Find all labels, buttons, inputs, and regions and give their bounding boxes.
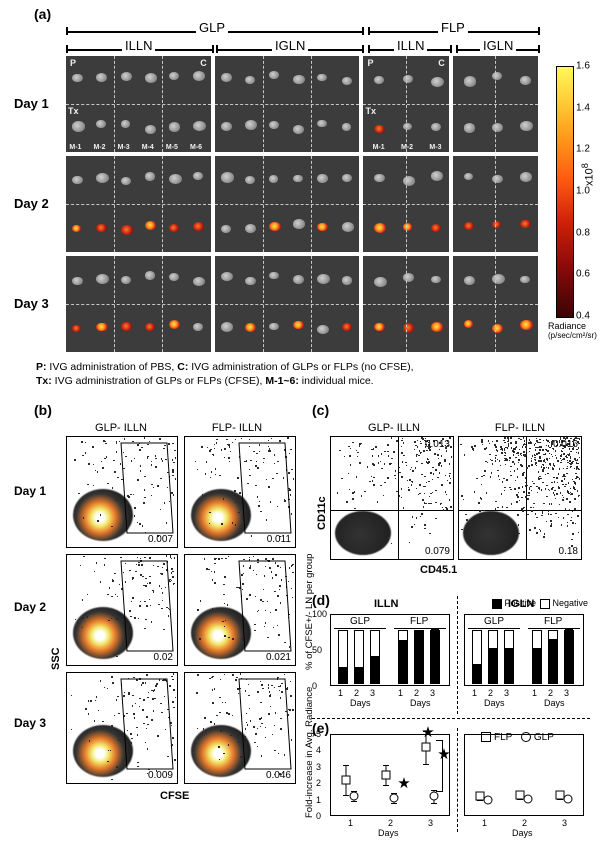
panel-c-label: (c): [312, 402, 329, 418]
e-point: [390, 793, 399, 802]
hdr-glp: GLP: [196, 20, 228, 35]
figure-page: (a) GLP FLP ILLN IGLN ILLN: [0, 0, 612, 861]
a-image-cell: [453, 256, 538, 352]
d-bar: [354, 630, 364, 684]
a-image-cell: [66, 256, 211, 352]
panel-a-label: (a): [34, 6, 51, 22]
b-day2: Day 2: [14, 600, 46, 614]
c-hdr-flp: FLP- ILLN: [460, 422, 580, 434]
hdr-sub-3: IGLN: [480, 38, 516, 53]
colorbar-tick: 0.4: [576, 311, 590, 322]
a-image-cell: [453, 56, 538, 152]
colorbar-tick: 1.4: [576, 102, 590, 113]
d-bar: [564, 630, 574, 684]
hdr-sub-2: ILLN: [394, 38, 427, 53]
panel-d-chart: % of CFSE+/- LN per group Positive Negat…: [330, 600, 588, 710]
d-bar: [370, 630, 380, 684]
e-point: [564, 794, 573, 803]
b-flow-cell: 0.007: [66, 436, 178, 548]
b-day1: Day 1: [14, 484, 46, 498]
e-point: [350, 792, 359, 801]
d-bar: [338, 630, 348, 684]
a-image-cell: [363, 156, 448, 252]
day3-label: Day 3: [14, 296, 49, 311]
b-flow-cell: 0.046: [184, 672, 296, 784]
a-image-cell: [215, 56, 360, 152]
panel-a-image-grid: PCTxM-1M-2M-3M-4M-5M-6 PCTxM-1M-2M-3: [66, 56, 538, 356]
a-image-cell: [215, 156, 360, 252]
a-image-cell: [363, 256, 448, 352]
e-point: [342, 775, 351, 784]
colorbar-tick: 1.0: [576, 186, 590, 197]
a-image-cell: PCTxM-1M-2M-3M-4M-5M-6: [66, 56, 211, 152]
colorbar-tick: 1.2: [576, 144, 590, 155]
e-point: [422, 743, 431, 752]
c-flow-cell: 0.0130.079: [330, 436, 454, 560]
hdr-sub-1: IGLN: [272, 38, 308, 53]
b-hdr-glp: GLP- ILLN: [66, 422, 176, 434]
e-ytitle: Fold-increase in Avg. Radiance: [304, 687, 315, 818]
d-bar: [430, 630, 440, 684]
c-yaxis: CD11c: [316, 496, 328, 530]
colorbar-tick: 1.6: [576, 61, 590, 72]
panel-c-grid: 0.0130.0790.0160.18: [330, 436, 582, 560]
b-yaxis: SSC: [50, 647, 62, 670]
b-flow-cell: 0.02: [66, 554, 178, 666]
b-flow-cell: 0.021: [184, 554, 296, 666]
e-point: [484, 795, 493, 804]
d-bar: [488, 630, 498, 684]
b-xaxis: CFSE: [160, 790, 189, 802]
d-bar: [548, 630, 558, 684]
b-flow-cell: 0.009: [66, 672, 178, 784]
panel-e-chart: Fold-increase in Avg. Radiance FLP GLP01…: [330, 728, 588, 836]
colorbar-tick: 0.6: [576, 269, 590, 280]
day1-label: Day 1: [14, 96, 49, 111]
b-flow-cell: 0.011: [184, 436, 296, 548]
e-point: [524, 794, 533, 803]
a-image-cell: [453, 156, 538, 252]
a-image-cell: [66, 156, 211, 252]
hdr-sub-0: ILLN: [122, 38, 155, 53]
b-hdr-flp: FLP- ILLN: [182, 422, 292, 434]
panel-a-header: GLP FLP ILLN IGLN ILLN IGLN: [66, 24, 538, 58]
d-bar: [398, 630, 408, 684]
d-bar: [472, 630, 482, 684]
b-day3: Day 3: [14, 716, 46, 730]
panel-b-label: (b): [34, 402, 52, 418]
colorbar-gradient: [556, 66, 574, 318]
colorbar-caption: Radiance (p/sec/cm²/sr): [548, 322, 608, 341]
hdr-flp: FLP: [438, 20, 468, 35]
e-half: [464, 734, 584, 816]
d-bar: [532, 630, 542, 684]
e-point: [382, 771, 391, 780]
c-flow-cell: 0.0160.18: [458, 436, 582, 560]
c-hdr-glp: GLP- ILLN: [334, 422, 454, 434]
d-bar: [504, 630, 514, 684]
colorbar-exponent: x108: [580, 163, 596, 186]
e-point: [430, 792, 439, 801]
panel-a-caption: P: IVG administration of PBS, C: IVG adm…: [36, 360, 576, 388]
a-image-cell: [215, 256, 360, 352]
colorbar: 1.61.41.21.00.80.60.4 x108 Radiance (p/s…: [548, 66, 604, 356]
dash-sep-de: [312, 718, 590, 719]
d-legend: Positive Negative: [490, 598, 588, 609]
a-image-cell: PCTxM-1M-2M-3: [363, 56, 448, 152]
c-xaxis: CD45.1: [420, 564, 457, 576]
d-bar: [414, 630, 424, 684]
panel-b-grid: 0.0070.0110.020.0210.0090.046: [66, 436, 298, 790]
day2-label: Day 2: [14, 196, 49, 211]
colorbar-tick: 0.8: [576, 227, 590, 238]
